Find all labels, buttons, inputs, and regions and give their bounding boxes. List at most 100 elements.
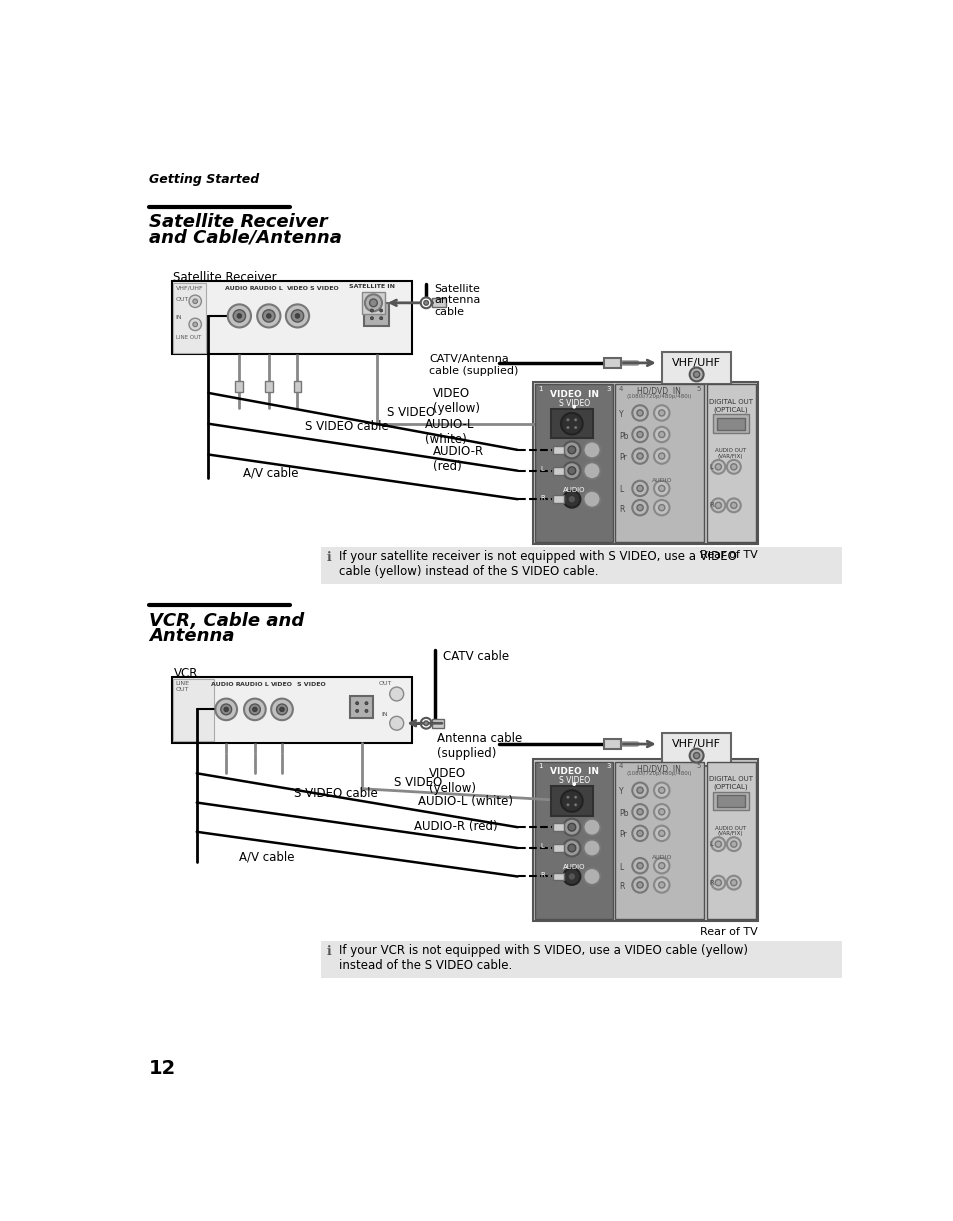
Circle shape <box>567 873 575 880</box>
Circle shape <box>689 368 703 381</box>
Circle shape <box>215 698 236 720</box>
Circle shape <box>654 877 669 893</box>
Bar <box>173 283 206 353</box>
Circle shape <box>711 875 724 890</box>
Text: VIDEO: VIDEO <box>286 286 308 291</box>
Text: Getting Started: Getting Started <box>149 172 258 186</box>
Circle shape <box>423 300 428 305</box>
Bar <box>706 762 755 919</box>
Circle shape <box>562 868 579 885</box>
Text: VIDEO
(yellow): VIDEO (yellow) <box>429 767 476 795</box>
Circle shape <box>271 698 293 720</box>
Circle shape <box>355 702 358 705</box>
Bar <box>716 795 744 807</box>
Circle shape <box>715 879 720 885</box>
Text: S VIDEO: S VIDEO <box>386 405 435 419</box>
Circle shape <box>574 419 577 421</box>
Bar <box>265 381 273 392</box>
Circle shape <box>583 819 599 835</box>
Text: 5: 5 <box>696 763 700 769</box>
Text: AUDIO: AUDIO <box>562 864 585 871</box>
Bar <box>533 382 757 543</box>
Circle shape <box>637 862 642 869</box>
Text: ℹ: ℹ <box>327 945 332 958</box>
Circle shape <box>726 838 740 851</box>
Circle shape <box>637 830 642 836</box>
Circle shape <box>637 485 642 492</box>
Text: S VIDEO: S VIDEO <box>310 286 338 291</box>
Circle shape <box>379 309 382 313</box>
Text: A/V cable: A/V cable <box>239 850 294 863</box>
Circle shape <box>658 453 664 459</box>
Text: Y: Y <box>618 410 623 419</box>
Bar <box>553 446 563 454</box>
Circle shape <box>379 316 382 320</box>
Text: SATELLITE IN: SATELLITE IN <box>349 284 395 289</box>
Circle shape <box>654 481 669 496</box>
Circle shape <box>567 466 575 475</box>
Text: ℹ: ℹ <box>327 551 332 564</box>
Text: IN: IN <box>381 712 388 717</box>
Bar <box>615 762 703 919</box>
Bar <box>535 385 612 542</box>
Circle shape <box>420 298 431 308</box>
Text: L: L <box>618 486 622 495</box>
Text: AUDIO: AUDIO <box>651 477 672 482</box>
Text: S VIDEO: S VIDEO <box>558 777 589 785</box>
Circle shape <box>244 698 266 720</box>
Circle shape <box>291 310 303 322</box>
Bar <box>550 409 592 438</box>
Bar <box>553 873 563 880</box>
Circle shape <box>567 446 575 454</box>
Text: L: L <box>708 464 712 470</box>
Circle shape <box>257 304 280 327</box>
Bar <box>350 696 373 718</box>
Bar <box>431 719 443 728</box>
Circle shape <box>560 790 582 812</box>
Text: R: R <box>618 882 624 891</box>
Circle shape <box>654 448 669 464</box>
Circle shape <box>562 491 579 508</box>
Circle shape <box>189 319 201 331</box>
Circle shape <box>193 322 197 327</box>
Text: If your VCR is not equipped with S VIDEO, use a VIDEO cable (yellow)
instead of : If your VCR is not equipped with S VIDEO… <box>338 944 747 972</box>
Circle shape <box>583 463 599 479</box>
Circle shape <box>658 830 664 836</box>
Circle shape <box>715 464 720 470</box>
Circle shape <box>658 485 664 492</box>
Circle shape <box>583 868 599 885</box>
Bar <box>535 762 612 919</box>
Circle shape <box>654 427 669 442</box>
Circle shape <box>730 502 736 508</box>
Text: R: R <box>708 502 713 508</box>
Bar <box>533 759 757 921</box>
Text: AUDIO OUT: AUDIO OUT <box>715 448 745 453</box>
Circle shape <box>365 294 381 311</box>
Circle shape <box>658 410 664 416</box>
Text: CATV cable: CATV cable <box>443 650 509 663</box>
Text: VCR: VCR <box>173 667 197 680</box>
Circle shape <box>654 783 669 799</box>
Circle shape <box>370 309 373 313</box>
Circle shape <box>562 442 579 458</box>
Text: 1: 1 <box>537 386 541 392</box>
Circle shape <box>637 808 642 814</box>
Bar <box>603 739 620 750</box>
Text: LINE: LINE <box>175 681 190 686</box>
Text: VIDEO
(yellow): VIDEO (yellow) <box>433 387 479 415</box>
Circle shape <box>233 310 245 322</box>
Circle shape <box>637 504 642 510</box>
Circle shape <box>730 879 736 885</box>
Text: AUDIO: AUDIO <box>651 855 672 860</box>
Circle shape <box>658 504 664 510</box>
Text: CATV/Antenna
cable (supplied): CATV/Antenna cable (supplied) <box>429 354 518 376</box>
Text: 1: 1 <box>537 763 541 769</box>
Bar <box>320 547 841 584</box>
Circle shape <box>730 841 736 847</box>
Text: (OPTICAL): (OPTICAL) <box>713 407 747 413</box>
Text: DIGITAL OUT: DIGITAL OUT <box>708 777 752 783</box>
Circle shape <box>637 410 642 416</box>
Text: HD/DVD  IN: HD/DVD IN <box>637 387 680 396</box>
Circle shape <box>294 314 299 319</box>
Bar <box>294 381 301 392</box>
